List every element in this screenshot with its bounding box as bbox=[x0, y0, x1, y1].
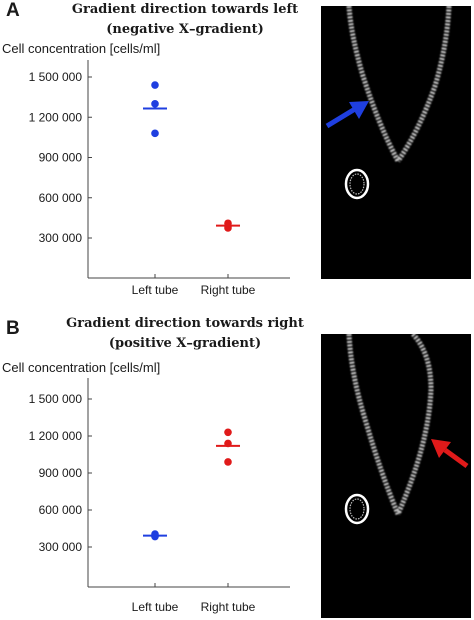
y-tick-label: 1 200 000 bbox=[29, 429, 83, 443]
chart-title: Gradient direction towards left (negativ… bbox=[60, 0, 310, 40]
y-tick-label: 900 000 bbox=[39, 151, 83, 165]
panel-letter: A bbox=[6, 0, 20, 21]
y-tick-label: 1 500 000 bbox=[29, 392, 83, 406]
x-tick-label: Left tube bbox=[132, 600, 179, 614]
panel-letter: B bbox=[6, 318, 20, 339]
channel-wall bbox=[395, 334, 434, 516]
chart-title: Gradient direction towards right (positi… bbox=[60, 314, 310, 354]
data-point bbox=[151, 100, 159, 108]
bubble bbox=[344, 168, 370, 200]
data-point bbox=[224, 428, 232, 437]
arrow-shaft bbox=[443, 447, 469, 469]
scatter-chart: 300 000 600 000 900 000 1 200 000 1 500 000 L… bbox=[29, 60, 290, 297]
data-point bbox=[151, 129, 159, 138]
bubble-inner bbox=[349, 498, 365, 520]
y-axis-label: Cell concentration [cells/ml] bbox=[2, 41, 161, 56]
arrow-icon bbox=[431, 439, 451, 458]
y-tick-label: 900 000 bbox=[39, 466, 83, 480]
bubble bbox=[344, 493, 370, 525]
scatter-chart: 300 000 600 000 900 000 1 200 000 1 500 000 L… bbox=[29, 378, 290, 614]
y-tick-label: 600 000 bbox=[39, 191, 83, 205]
microscopy-image-svg bbox=[344, 334, 469, 618]
panel-a: A Gradient direction towards left (negat… bbox=[2, 0, 471, 297]
x-tick-label: Right tube bbox=[201, 283, 256, 297]
chart-title-line2: (positive X–gradient) bbox=[108, 336, 262, 351]
y-tick-label: 1 200 000 bbox=[29, 110, 83, 124]
arrow-shaft bbox=[325, 106, 357, 129]
y-tick-label: 300 000 bbox=[39, 231, 83, 245]
x-tick-label: Right tube bbox=[201, 600, 256, 614]
data-point bbox=[224, 458, 232, 466]
y-tick-label: 600 000 bbox=[39, 503, 83, 517]
y-tick-label: 1 500 000 bbox=[29, 70, 83, 84]
microscopy-image bbox=[321, 6, 471, 279]
microscopy-image bbox=[321, 334, 471, 618]
channel-wall bbox=[346, 334, 401, 515]
chart-title-line1: Gradient direction towards left bbox=[71, 2, 299, 17]
channel-wall bbox=[395, 6, 452, 163]
data-point bbox=[224, 224, 232, 232]
arrow-icon bbox=[349, 101, 369, 119]
chart-title-line1: Gradient direction towards right bbox=[66, 316, 304, 331]
x-tick-label: Left tube bbox=[132, 283, 179, 297]
panel-b: B Gradient direction towards right (posi… bbox=[0, 310, 474, 620]
data-point bbox=[224, 439, 232, 448]
chart-title-line2: (negative X–gradient) bbox=[106, 22, 264, 37]
microscopy-image-svg bbox=[325, 6, 452, 279]
y-axis-label: Cell concentration [cells/ml] bbox=[2, 360, 161, 375]
y-tick-label: 300 000 bbox=[39, 540, 83, 554]
channel-wall bbox=[346, 6, 401, 163]
bubble-inner bbox=[349, 173, 365, 195]
data-point bbox=[151, 532, 159, 541]
data-point bbox=[151, 81, 159, 89]
